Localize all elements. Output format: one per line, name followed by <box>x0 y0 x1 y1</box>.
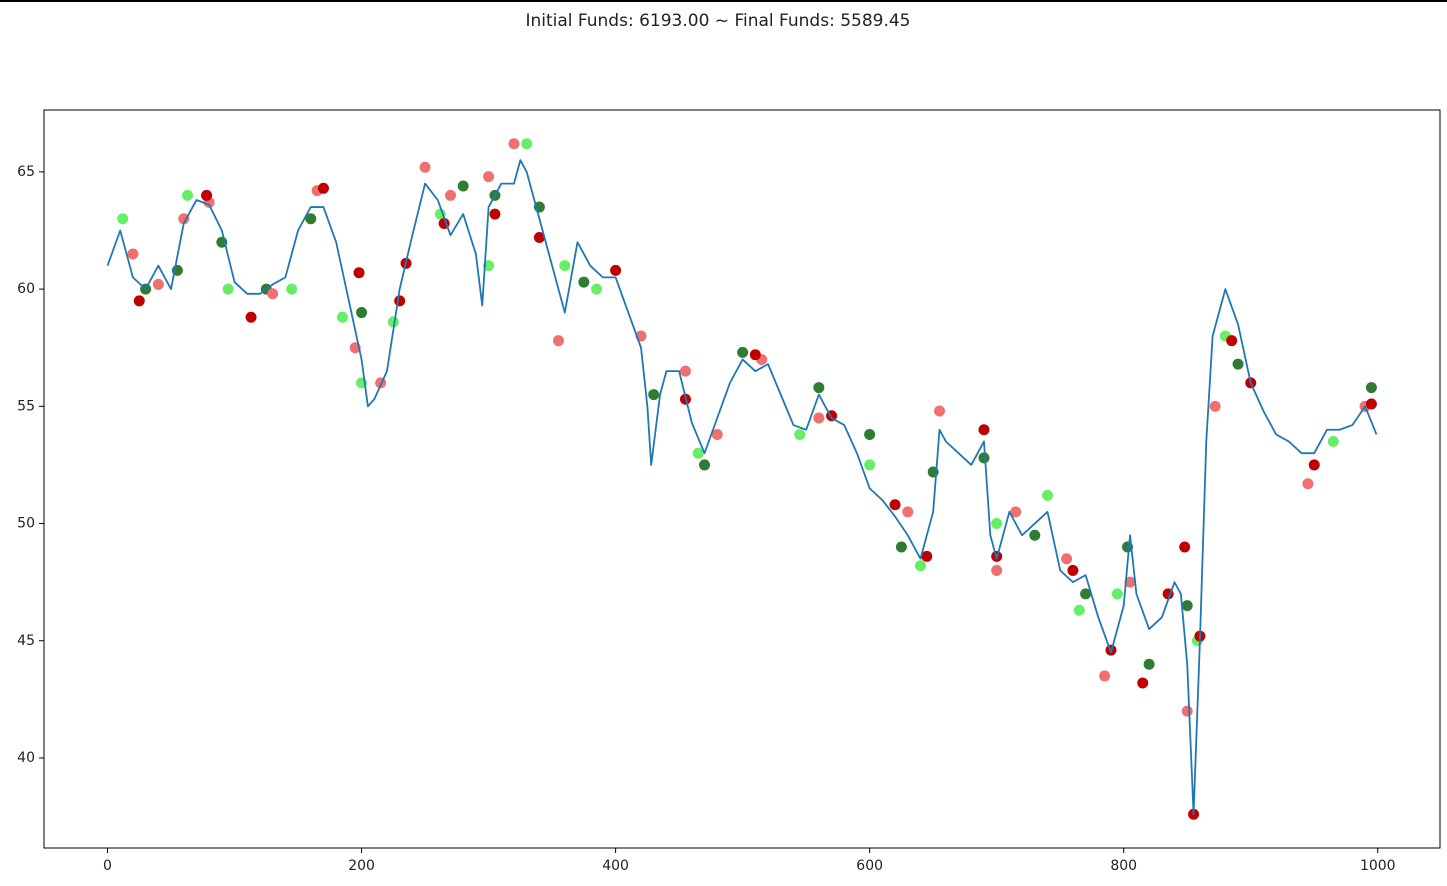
axes-frame <box>43 109 1441 849</box>
y-tick-label: 50 <box>17 516 35 532</box>
scatter-point <box>1041 489 1053 501</box>
scatter-point <box>508 138 520 150</box>
scatter-point <box>1010 506 1022 518</box>
scatter-point <box>1099 670 1111 682</box>
scatter-point <box>305 213 317 225</box>
scatter-point <box>895 541 907 553</box>
scatter-point <box>1124 576 1136 588</box>
y-tick-label: 55 <box>17 398 35 414</box>
scatter-point <box>591 283 603 295</box>
scatter-point <box>794 428 806 440</box>
scatter-point <box>578 276 590 288</box>
scatter-point <box>1143 658 1155 670</box>
scatter-point <box>679 365 691 377</box>
scatter-point <box>521 138 533 150</box>
scatter-point <box>457 180 469 192</box>
scatter-point <box>267 288 279 300</box>
scatter-point <box>991 564 1003 576</box>
scatter-point <box>1111 588 1123 600</box>
scatter-point <box>1179 541 1191 553</box>
scatter-point <box>711 428 723 440</box>
scatter-point <box>991 518 1003 530</box>
scatter-point <box>387 316 399 328</box>
scatter-point <box>978 424 990 436</box>
scatter-point <box>749 349 761 361</box>
x-tick-label: 1000 <box>1360 858 1396 874</box>
scatter-point <box>1365 382 1377 394</box>
scatter-point <box>1029 529 1041 541</box>
scatter-point <box>692 447 704 459</box>
scatter-point <box>864 459 876 471</box>
x-tick-label: 400 <box>602 858 629 874</box>
scatter-point <box>1209 400 1221 412</box>
scatter-point <box>552 335 564 347</box>
scatter-point <box>182 189 194 201</box>
y-tick-label: 60 <box>17 281 35 297</box>
scatter-point <box>489 208 501 220</box>
scatter-point <box>337 311 349 323</box>
y-tick-label: 65 <box>17 164 35 180</box>
scatter-point <box>1365 398 1377 410</box>
scatter-point <box>245 311 257 323</box>
scatter-point <box>1061 553 1073 565</box>
scatter-point <box>921 550 933 562</box>
scatter-point <box>648 389 660 401</box>
scatter-point <box>444 189 456 201</box>
scatter-point <box>610 264 622 276</box>
plot-area <box>106 138 1378 820</box>
scatter-point <box>902 506 914 518</box>
scatter-point <box>1073 604 1085 616</box>
x-tick-label: 0 <box>103 858 112 874</box>
scatter-point <box>178 213 190 225</box>
scatter-point <box>1181 705 1193 717</box>
scatter-point <box>699 459 711 471</box>
scatter-point <box>1181 600 1193 612</box>
scatter-point <box>1308 459 1320 471</box>
scatter-point <box>813 412 825 424</box>
scatter-point <box>1327 435 1339 447</box>
scatter-point <box>1226 335 1238 347</box>
scatter-point <box>1137 677 1149 689</box>
x-tick-label: 800 <box>1110 858 1137 874</box>
scatter-point <box>201 189 213 201</box>
scatter-point <box>864 428 876 440</box>
y-tick-label: 45 <box>17 633 35 649</box>
scatter-point <box>737 346 749 358</box>
price-line <box>106 159 1378 816</box>
x-tick-label: 200 <box>348 858 375 874</box>
scatter-point <box>813 382 825 394</box>
scatter-point <box>117 213 129 225</box>
scatter-point <box>1232 358 1244 370</box>
scatter-point <box>317 182 329 194</box>
scatter-point <box>978 452 990 464</box>
scatter-point <box>353 267 365 279</box>
y-tick-label: 40 <box>17 750 35 766</box>
scatter-point <box>483 171 495 183</box>
scatter-point <box>152 278 164 290</box>
scatter-point <box>1302 478 1314 490</box>
scatter-point <box>419 161 431 173</box>
scatter-point <box>286 283 298 295</box>
scatter-point <box>222 283 234 295</box>
scatter-point <box>127 248 139 260</box>
scatter-point <box>1080 588 1092 600</box>
x-tick-label: 600 <box>856 858 883 874</box>
scatter-point <box>934 405 946 417</box>
scatter-point <box>559 260 571 272</box>
scatter-point <box>533 232 545 244</box>
scatter-point <box>133 295 145 307</box>
scatter-point <box>356 307 368 319</box>
chart-title: Initial Funds: 6193.00 ~ Final Funds: 55… <box>525 11 910 31</box>
scatter-point <box>889 499 901 511</box>
scatter-point <box>914 560 926 572</box>
scatter-point <box>1067 564 1079 576</box>
scatter-point <box>394 295 406 307</box>
